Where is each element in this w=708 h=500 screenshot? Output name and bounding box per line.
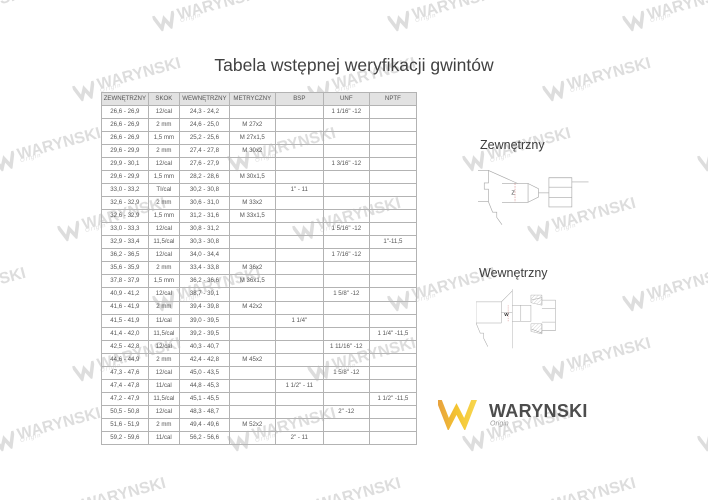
svg-text:W: W <box>504 312 509 317</box>
svg-text:Z: Z <box>511 190 515 196</box>
svg-text:WARYNSKI: WARYNSKI <box>489 401 588 421</box>
svg-text:Origin: Origin <box>490 421 509 428</box>
